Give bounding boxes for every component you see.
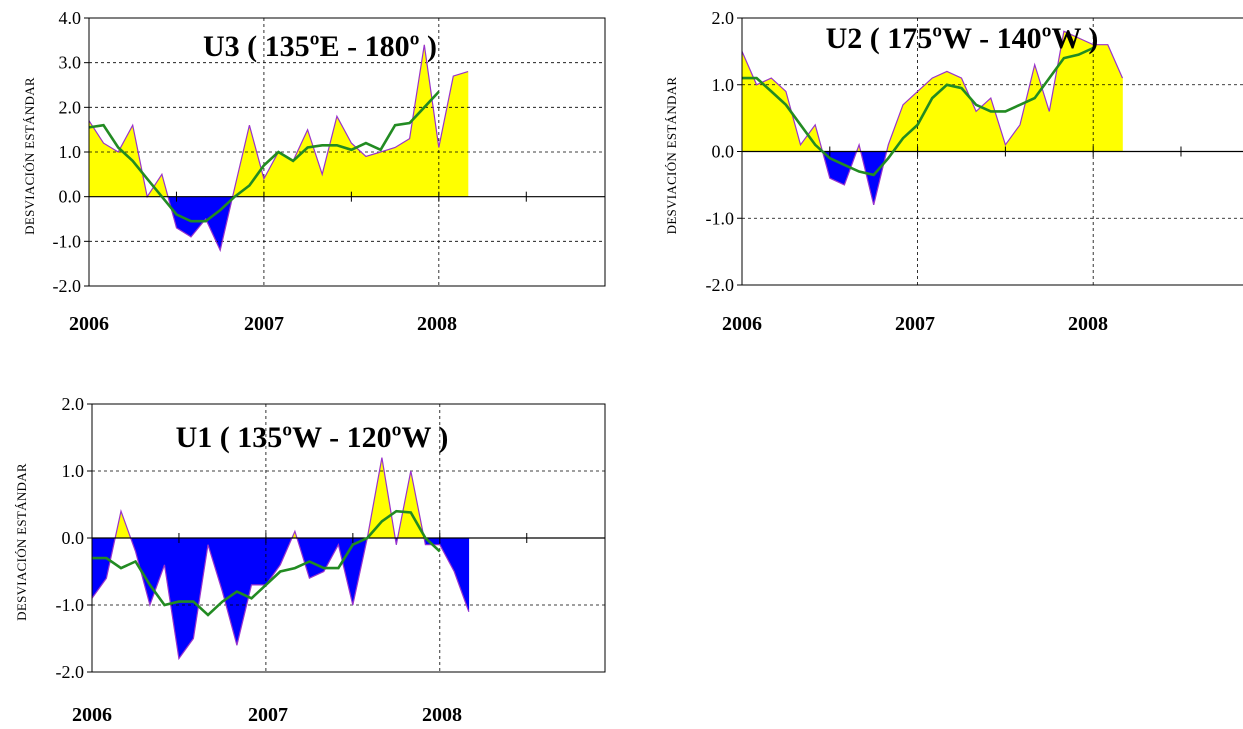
chart-panel-u2: 2.0 1.0 0.0 -1.0 -2.0 2006 2007 2008 DESVIACIÓN …: [664, 8, 1243, 335]
y-tick-label: -1.0: [706, 208, 735, 228]
x-tick-label: 2006: [69, 313, 109, 335]
grid: [89, 18, 605, 286]
chart-title: U1 ( 135ºW - 120ºW ): [176, 421, 449, 454]
y-axis-label: DESVIACIÓN ESTÁNDAR: [14, 463, 29, 621]
x-tick-label: 2007: [895, 313, 935, 335]
x-tick-label: 2006: [722, 313, 762, 335]
y-tick-label: 1.0: [712, 75, 735, 95]
x-tick-label: 2007: [248, 704, 288, 726]
running-mean-line: [742, 46, 1094, 177]
chart-panel-u3: 4.0 3.0 2.0 1.0 0.0 -1.0 -2.0 2006 2007 2008 DESVI…: [22, 8, 606, 335]
anomaly-line: [742, 30, 1124, 206]
y-tick-label: 1.0: [62, 461, 85, 481]
y-tick-label: 0.0: [712, 142, 735, 162]
y-tick-label: -2.0: [706, 275, 735, 295]
chart-title: U3 ( 135ºE - 180º ): [203, 30, 437, 63]
y-tick-label: 3.0: [59, 53, 82, 73]
y-tick-label: 4.0: [59, 8, 82, 28]
negative-anomaly-area: [251, 537, 267, 586]
x-tick-label: 2007: [244, 313, 284, 335]
chart-panel-u1: 2.0 1.0 0.0 -1.0 -2.0 2006 2007 2008 DESVIACIÓN …: [14, 394, 606, 726]
y-axis-label: DESVIACIÓN ESTÁNDAR: [664, 77, 679, 235]
y-tick-label: 2.0: [62, 394, 85, 414]
positive-anomaly-area: [452, 71, 469, 197]
positive-anomaly-area: [931, 70, 948, 152]
y-tick-label: -2.0: [53, 276, 82, 296]
positive-anomaly-area: [380, 147, 396, 197]
y-tick-label: 0.0: [59, 187, 82, 207]
running-mean-line: [92, 509, 441, 617]
y-tick-label: -2.0: [56, 662, 85, 682]
positive-anomaly-area: [365, 151, 381, 197]
positive-anomaly-area: [946, 70, 962, 152]
y-tick-label: 2.0: [59, 97, 82, 117]
positive-anomaly-area: [394, 138, 410, 197]
x-tick-label: 2008: [422, 704, 462, 726]
y-tick-label: 2.0: [712, 8, 735, 28]
running-mean-line: [89, 90, 440, 223]
positive-anomaly-area: [1092, 44, 1109, 152]
y-tick-label: 0.0: [62, 528, 85, 548]
x-tick-label: 2008: [417, 313, 457, 335]
chart-title: U2 ( 175ºW - 140ºW ): [826, 22, 1099, 55]
y-axis-label: DESVIACIÓN ESTÁNDAR: [22, 77, 37, 235]
x-tick-label: 2008: [1068, 313, 1108, 335]
y-tick-label: 1.0: [59, 142, 82, 162]
x-tick-label: 2006: [72, 704, 112, 726]
y-tick-label: -1.0: [53, 231, 82, 251]
y-tick-label: -1.0: [56, 595, 85, 615]
